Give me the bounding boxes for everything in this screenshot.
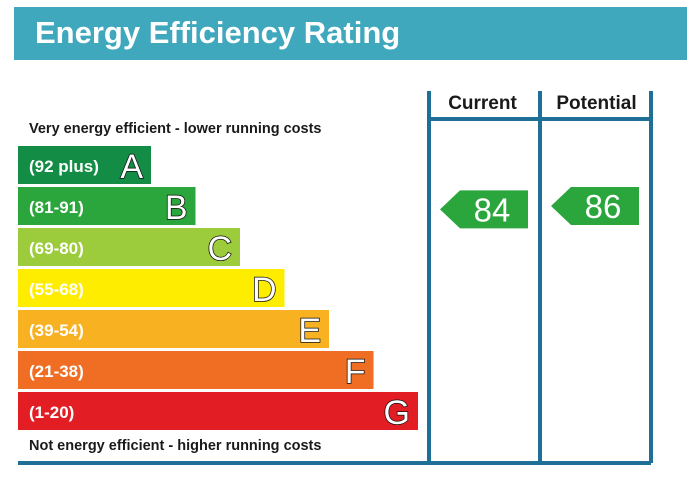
title-banner: Energy Efficiency Rating — [14, 7, 687, 60]
band-range-label: (55-68) — [29, 280, 84, 299]
rating-value-potential: 86 — [585, 188, 622, 225]
column-header-current: Current — [448, 93, 517, 114]
band-letter-d: D — [252, 271, 277, 309]
band-bar-a — [18, 146, 151, 184]
band-range-label: (92 plus) — [29, 157, 99, 176]
band-letter-b: B — [165, 189, 188, 227]
column-header-potential: Potential — [556, 93, 636, 114]
band-bar-c — [18, 228, 240, 266]
rating-value-current: 84 — [474, 191, 511, 228]
band-letter-c: C — [207, 230, 232, 268]
band-range-label: (1-20) — [29, 403, 74, 422]
band-range-label: (81-91) — [29, 198, 84, 217]
bottom-note: Not energy efficient - higher running co… — [29, 438, 321, 454]
band-bar-d — [18, 269, 285, 307]
band-letter-e: E — [298, 312, 321, 350]
top-note: Very energy efficient - lower running co… — [29, 121, 322, 137]
band-range-label: (69-80) — [29, 239, 84, 258]
band-letter-a: A — [120, 148, 143, 186]
band-bar-e — [18, 310, 329, 348]
band-letter-f: F — [345, 353, 366, 391]
band-bar-f — [18, 351, 374, 389]
band-range-label: (39-54) — [29, 321, 84, 340]
band-bar-b — [18, 187, 196, 225]
band-bar-g — [18, 392, 418, 430]
rating-arrow-potential — [551, 187, 639, 225]
band-range-label: (21-38) — [29, 362, 84, 381]
page-title: Energy Efficiency Rating — [35, 15, 401, 50]
band-letter-g: G — [384, 394, 410, 432]
rating-arrow-current — [440, 190, 528, 229]
